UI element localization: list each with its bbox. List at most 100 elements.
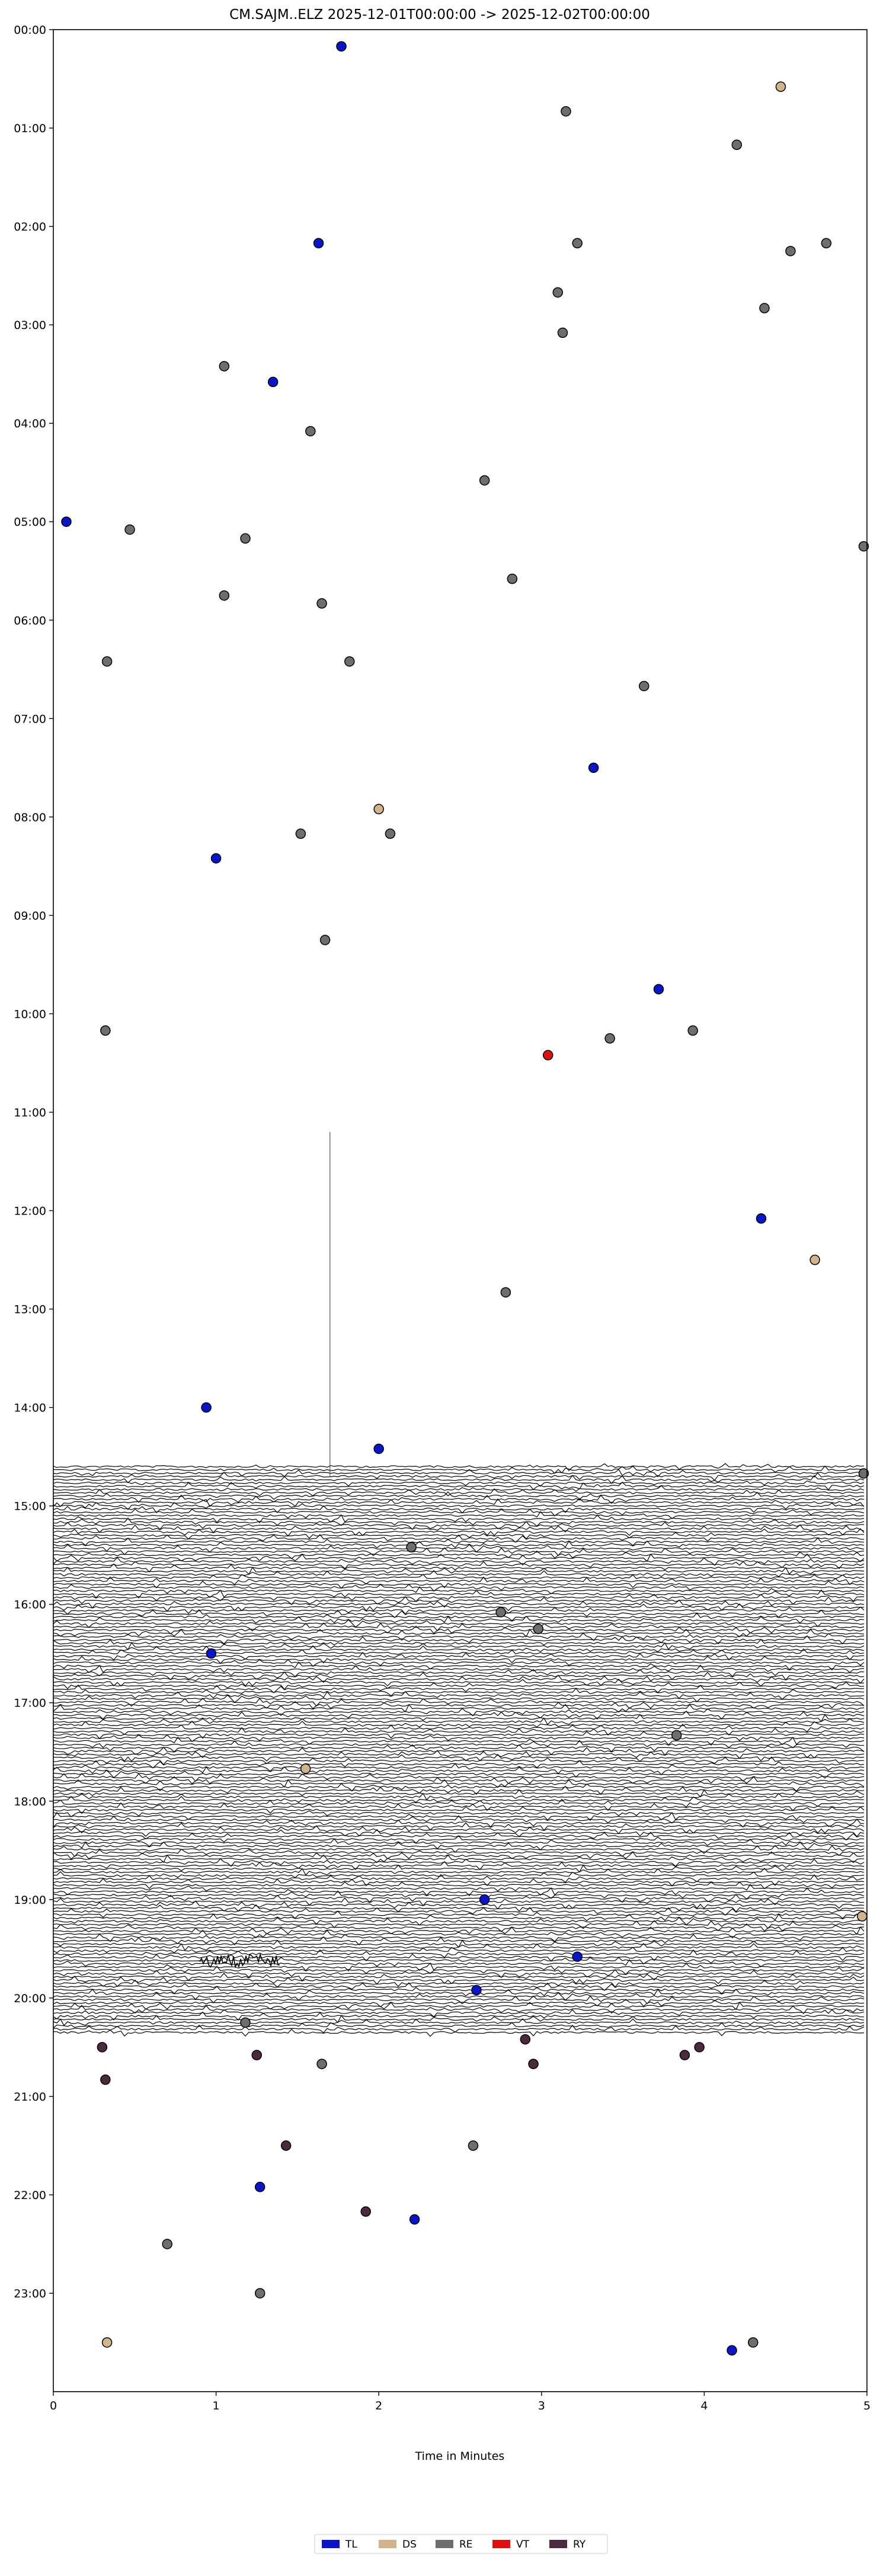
seismogram-line xyxy=(53,1698,865,1707)
seismogram-line xyxy=(53,1534,865,1543)
event-marker-re xyxy=(604,1033,615,1044)
seismogram-line xyxy=(53,1498,865,1508)
seismogram-line xyxy=(53,2028,865,2037)
seismogram-line xyxy=(53,1802,865,1811)
seismogram-line xyxy=(53,1717,865,1725)
seismogram-line xyxy=(53,1475,865,1484)
seismogram-line xyxy=(53,1628,865,1638)
event-marker-re xyxy=(561,106,571,117)
event-marker-re xyxy=(858,541,869,552)
seismogram-line xyxy=(53,1494,865,1504)
seismogram-line xyxy=(53,1766,865,1775)
seismogram-line xyxy=(53,1521,865,1530)
event-marker-tl xyxy=(409,2214,420,2225)
event-marker-re xyxy=(479,475,490,486)
seismogram-line xyxy=(53,1858,865,1867)
event-marker-re xyxy=(319,935,331,945)
seismogram-line xyxy=(53,1904,864,1913)
seismogram-line xyxy=(53,1740,865,1749)
seismogram-line xyxy=(53,2015,865,2024)
seismogram-line xyxy=(53,1999,865,2008)
seismogram-line xyxy=(53,1871,865,1878)
seismogram-line xyxy=(53,1596,865,1605)
seismogram-line xyxy=(53,1727,865,1736)
legend-label: RY xyxy=(573,2539,586,2551)
seismogram-line xyxy=(53,1690,865,1700)
seismogram-line xyxy=(53,1864,865,1873)
seismogram-line xyxy=(53,1469,865,1478)
seismogram-line xyxy=(53,1567,865,1575)
seismogram-line xyxy=(53,1511,865,1519)
seismogram-line xyxy=(53,1957,865,1965)
seismogram-line xyxy=(53,1480,865,1487)
seismogram-line xyxy=(53,1769,865,1779)
seismogram-line xyxy=(53,1570,865,1577)
seismogram-line xyxy=(53,1694,865,1703)
seismogram-line xyxy=(53,2009,865,2018)
seismogram-line xyxy=(53,1622,865,1632)
event-marker-tl xyxy=(210,853,222,864)
event-marker-ds xyxy=(101,2337,113,2348)
y-tick-label: 22:00 xyxy=(14,2189,46,2202)
seismogram-line xyxy=(53,1488,865,1497)
seismogram-line xyxy=(53,1798,865,1808)
seismogram-line xyxy=(53,1848,865,1857)
event-marker-ds xyxy=(857,1911,868,1922)
seismogram-line xyxy=(53,1645,865,1653)
seismogram-line xyxy=(53,1789,865,1798)
event-marker-re xyxy=(100,1025,111,1036)
event-marker-re xyxy=(500,1287,511,1298)
seismogram-line xyxy=(53,1642,865,1651)
event-marker-re xyxy=(821,238,832,249)
seismogram-line xyxy=(53,1992,865,2001)
seismogram-line xyxy=(53,1635,865,1645)
seismogram-line xyxy=(53,1953,865,1962)
seismogram-line xyxy=(53,1756,865,1765)
seismogram-line xyxy=(53,1669,865,1677)
seismogram-line xyxy=(53,1810,865,1817)
seismogram-line xyxy=(53,1920,865,1929)
event-marker-re xyxy=(572,238,583,249)
event-marker-re xyxy=(671,1730,682,1741)
seismogram-line xyxy=(53,1655,865,1664)
event-marker-re xyxy=(240,533,251,544)
event-marker-tl xyxy=(756,1213,767,1224)
event-marker-ry xyxy=(280,2140,292,2151)
seismogram-line xyxy=(53,1976,865,1985)
seismogram-line xyxy=(53,1561,865,1570)
event-marker-re xyxy=(219,361,230,372)
seismogram-line xyxy=(53,1463,865,1471)
seismogram-line xyxy=(53,2002,865,2011)
seismogram-line xyxy=(53,1792,865,1801)
y-tick-label: 11:00 xyxy=(14,1106,46,1119)
y-tick-label: 03:00 xyxy=(14,319,46,332)
event-marker-tl xyxy=(572,1951,583,1962)
seismogram-line xyxy=(53,1659,865,1667)
y-tick-label: 21:00 xyxy=(14,2091,46,2104)
seismogram-line xyxy=(53,1472,865,1481)
legend-label: TL xyxy=(345,2539,357,2551)
seismogram-line xyxy=(53,1878,865,1887)
seismogram-line xyxy=(53,1734,865,1743)
event-marker-ry xyxy=(251,2050,262,2060)
y-tick-label: 16:00 xyxy=(14,1599,46,1612)
seismogram-line xyxy=(53,1737,865,1746)
seismogram-line xyxy=(53,1845,865,1854)
seismogram-line xyxy=(53,1949,865,1958)
seismogram-line xyxy=(53,1933,865,1942)
seismogram-line xyxy=(53,1838,865,1847)
seismogram-line xyxy=(53,1574,865,1580)
event-marker-re xyxy=(731,139,743,151)
seismogram-line xyxy=(53,1563,865,1573)
seismogram-line xyxy=(53,1881,865,1890)
seismogram-line xyxy=(53,1854,865,1864)
event-marker-tl xyxy=(588,762,599,774)
seismogram-line xyxy=(53,1753,865,1762)
seismogram-line xyxy=(53,1612,865,1622)
seismogram-line xyxy=(53,1890,865,1900)
event-marker-re xyxy=(385,828,396,839)
seismogram-line xyxy=(53,1481,865,1491)
y-tick-label: 23:00 xyxy=(14,2287,46,2300)
seismogram-line xyxy=(53,1639,865,1646)
seismogram-line xyxy=(53,1679,865,1687)
